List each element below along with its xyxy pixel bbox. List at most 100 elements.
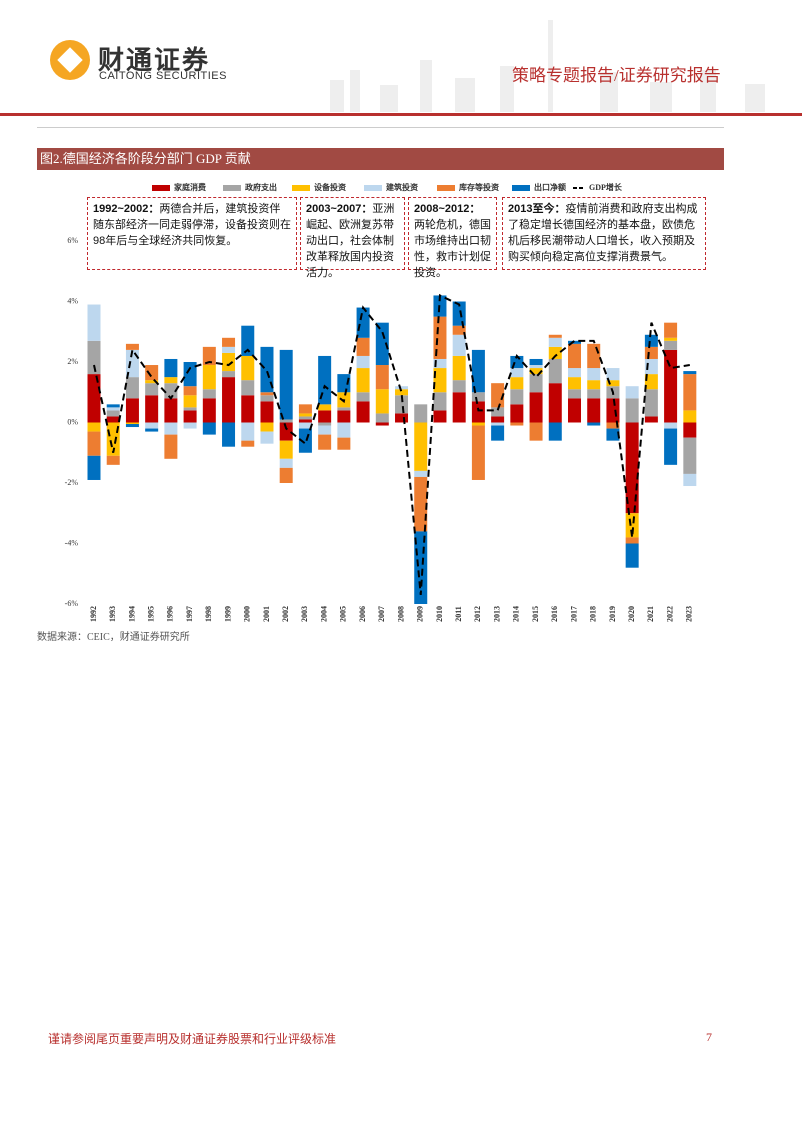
annotation: 2008~2012： 两轮危机，德国市场维持出口韧性，救市计划促投资。 xyxy=(408,197,497,279)
annotation-head: 2008~2012： xyxy=(414,203,481,215)
bar-segment xyxy=(491,407,505,417)
logo-icon-inner xyxy=(57,47,83,73)
annotation: 2013至今：疫情前消费和政府支出构成了稳定增长德国经济的基本盘，欧债危机后移民… xyxy=(502,197,706,270)
bar-segment xyxy=(183,407,197,411)
x-tick-label: 2023 xyxy=(685,606,694,622)
legend-label: 家庭消费 xyxy=(174,182,206,192)
x-tick-label: 2012 xyxy=(473,606,482,622)
x-tick-label: 2021 xyxy=(646,606,655,622)
x-tick-label: 2000 xyxy=(243,606,252,622)
bar-segment xyxy=(356,337,370,356)
legend-label: 设备投资 xyxy=(314,182,346,192)
bar-segment xyxy=(433,316,447,359)
x-tick-label: 2005 xyxy=(339,606,348,622)
bar-segment xyxy=(644,416,658,423)
x-tick-label: 1996 xyxy=(166,606,175,622)
bar-segment xyxy=(452,355,466,381)
x-tick-label: 1997 xyxy=(185,606,194,622)
legend-marker xyxy=(292,185,310,191)
bar-segment xyxy=(664,337,678,341)
x-tick-label: 2001 xyxy=(262,606,271,622)
bar-segment xyxy=(164,434,178,459)
page-number: 7 xyxy=(706,1030,712,1044)
bar-segment xyxy=(548,422,562,441)
bar-segment xyxy=(644,334,658,347)
x-tick-label: 2004 xyxy=(319,606,328,622)
bar-segment xyxy=(260,346,274,393)
logo-cn: 财通证券 xyxy=(98,46,211,76)
bar-segment xyxy=(644,358,658,375)
bar-segment xyxy=(529,374,543,393)
bar-segment xyxy=(471,349,485,393)
bar-segment xyxy=(222,422,236,447)
bar-segment xyxy=(222,371,236,378)
bar-segment xyxy=(452,325,466,335)
bar-segment xyxy=(587,389,601,399)
footer-disclaimer: 谨请参阅尾页重要声明及财通证券股票和行业评级标准 xyxy=(48,1032,337,1046)
annotation-text: 疫情前消费和政府支出构成了稳定增长德国经济的基本盘，欧债危机后移民潮带动人口增长… xyxy=(508,203,698,263)
y-tick-label: 4% xyxy=(67,296,78,305)
x-tick-label: 2009 xyxy=(416,606,425,622)
bar-segment xyxy=(241,422,255,441)
y-tick-label: -6% xyxy=(65,599,79,608)
bar-segment xyxy=(183,386,197,396)
bar-segment xyxy=(414,476,428,532)
header-graphics xyxy=(0,20,802,128)
bar-segment xyxy=(298,422,312,429)
legend-label: 库存等投资 xyxy=(459,182,499,192)
bar-segment xyxy=(471,422,485,426)
bar-segment xyxy=(145,380,159,384)
bar-segment xyxy=(683,473,697,487)
bar-segment xyxy=(491,416,505,423)
bar-segment xyxy=(356,392,370,402)
bar-segment xyxy=(106,455,120,465)
bar-segment xyxy=(606,428,620,441)
bar-segment xyxy=(279,458,293,468)
bar-segment xyxy=(356,401,370,423)
bar-segment xyxy=(375,322,389,366)
figure-title: 图2.德国经济各阶段分部门 GDP 贡献 xyxy=(37,148,724,170)
bar-segment xyxy=(529,368,543,375)
bar-segment xyxy=(298,416,312,420)
x-tick-label: 2019 xyxy=(608,606,617,622)
bar-segment xyxy=(202,422,216,435)
y-tick-label: -2% xyxy=(65,478,79,487)
bar-segment xyxy=(164,398,178,423)
x-tick-label: 2003 xyxy=(300,606,309,622)
chart: -6% -4% -2% 0% 2% 4% 6% 1992 1993 1994 1995 1996 199… xyxy=(65,182,697,622)
bar-segment xyxy=(318,410,332,423)
bar-segment xyxy=(183,422,197,429)
bar-segment xyxy=(625,422,639,514)
bar-segment xyxy=(318,434,332,450)
bar-segment xyxy=(625,537,639,544)
bar-segment xyxy=(337,437,351,450)
bar-segment xyxy=(164,358,178,378)
bar-segment xyxy=(222,352,236,372)
bar-segment xyxy=(279,419,293,423)
y-tick-label: 2% xyxy=(67,357,78,366)
bar-segment xyxy=(683,371,697,375)
x-tick-label: 2022 xyxy=(665,606,674,622)
bar-segment xyxy=(548,346,562,359)
legend-label: 出口净额 xyxy=(534,182,566,192)
source: 数据来源：CEIC，财通证券研究所 xyxy=(37,632,190,643)
bar-segment xyxy=(683,410,697,423)
bar-segment xyxy=(145,395,159,423)
bar-segment xyxy=(433,368,447,393)
bar-segment xyxy=(414,404,428,423)
bar-segment xyxy=(87,422,101,432)
bar-segment xyxy=(683,374,697,411)
bar-segment xyxy=(318,355,332,405)
bar-segment xyxy=(395,386,409,390)
bar-segment xyxy=(106,404,120,408)
x-tick-label: 2007 xyxy=(377,606,386,622)
bar-segment xyxy=(241,440,255,447)
annotation-text: 两轮危机，德国市场维持出口韧性，救市计划促投资。 xyxy=(414,219,491,279)
x-tick-label: 1998 xyxy=(204,606,213,622)
bar-segment xyxy=(644,346,658,359)
bar-segment xyxy=(260,401,274,423)
annotation-head: 2013至今： xyxy=(508,203,566,215)
bar-segment xyxy=(471,392,485,402)
bar-segment xyxy=(529,358,543,366)
